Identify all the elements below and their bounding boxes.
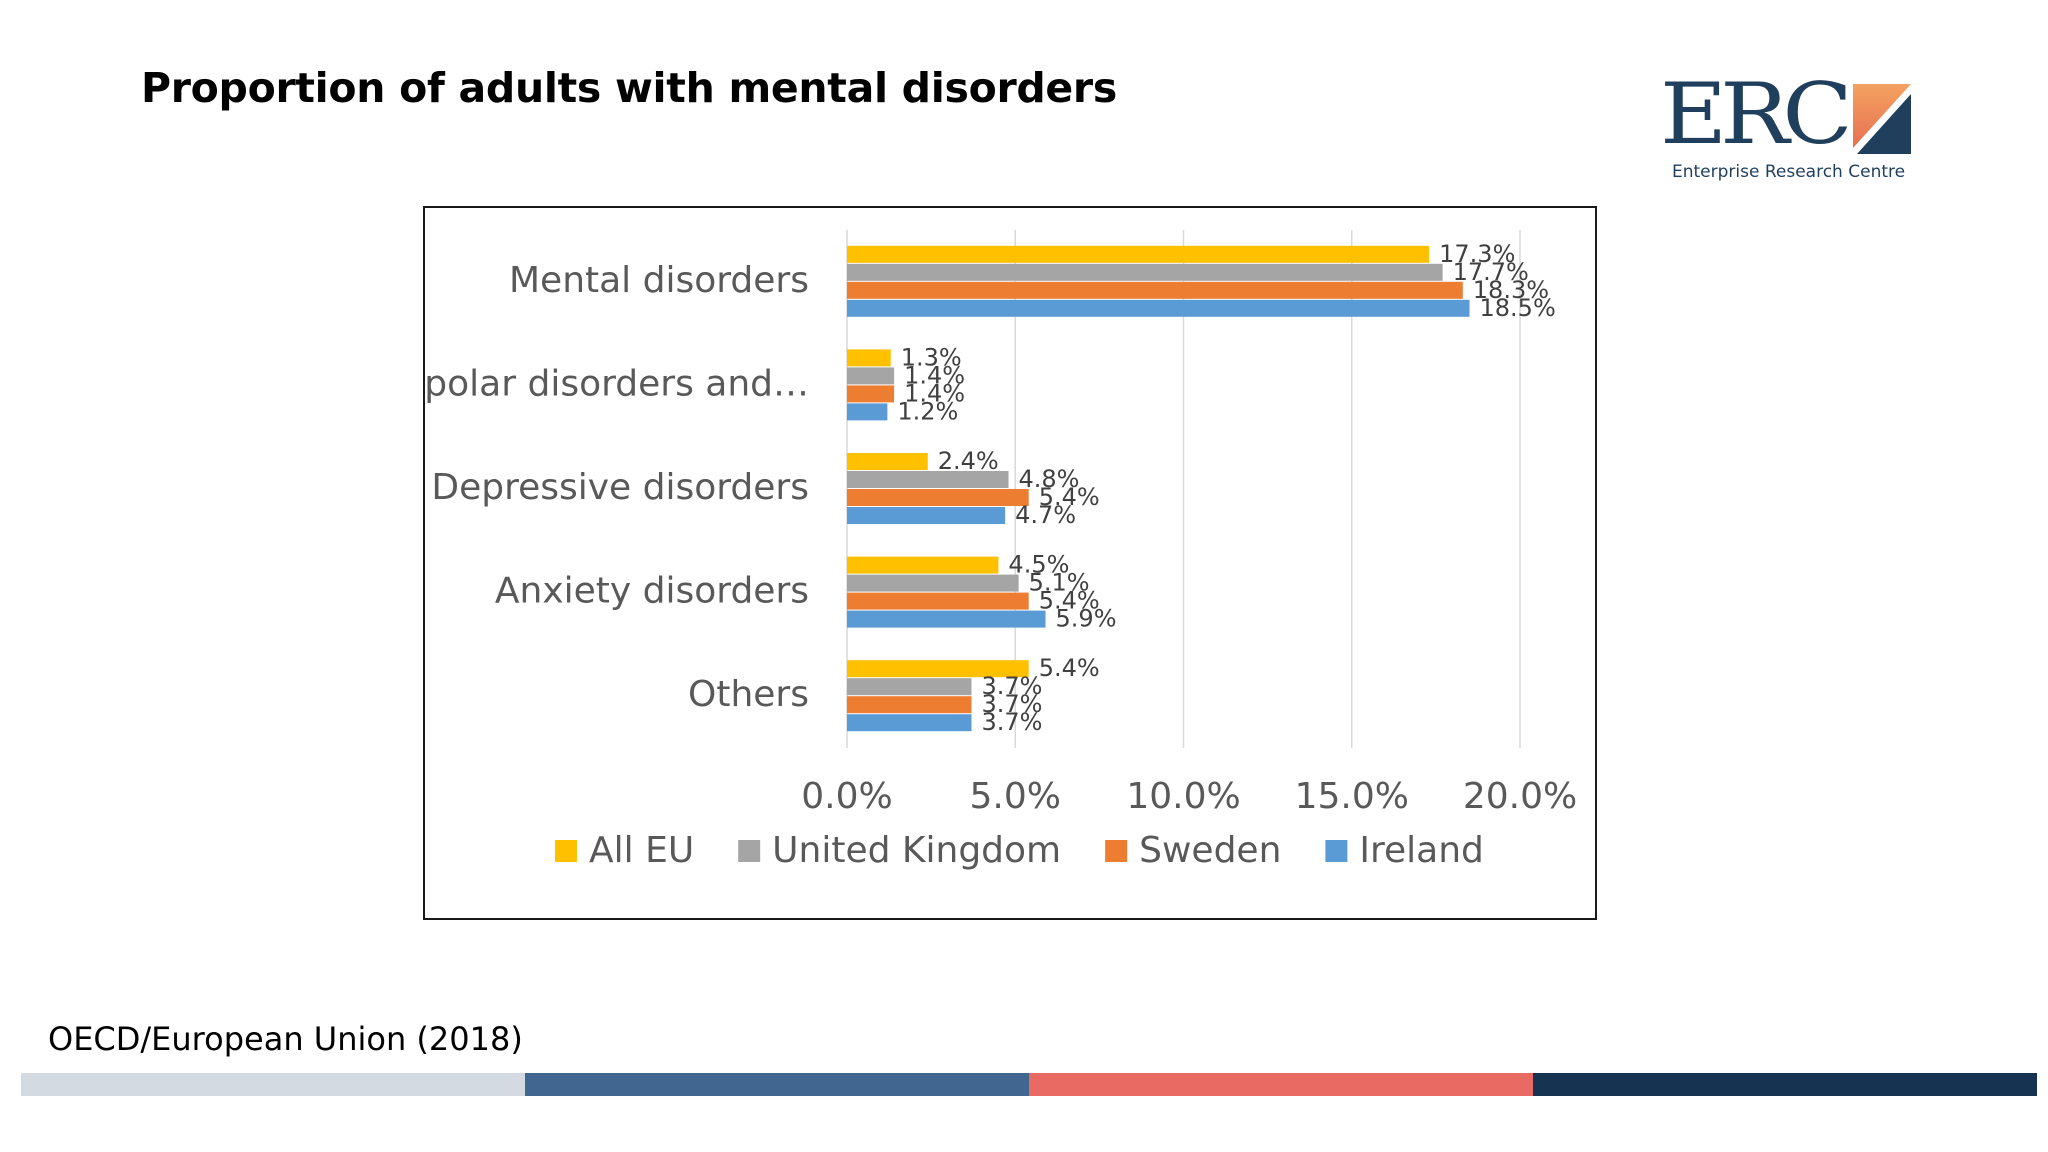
data-label: 5.4% <box>1039 654 1100 682</box>
bar <box>847 574 1019 592</box>
slide-title: Proportion of adults with mental disorde… <box>141 64 1117 112</box>
data-label: 5.1% <box>1029 569 1090 597</box>
category-label: Depressive disorders <box>431 467 809 508</box>
bar <box>847 245 1430 263</box>
data-label: 4.8% <box>1019 465 1080 493</box>
category-label: Others <box>688 674 809 715</box>
bar <box>847 453 928 470</box>
bar <box>847 349 891 367</box>
legend-label: All EU <box>589 830 694 871</box>
footer-segment-1 <box>21 1073 525 1096</box>
legend-swatch <box>1105 840 1128 862</box>
bar <box>847 610 1046 628</box>
x-tick-label: 10.0% <box>1126 776 1240 817</box>
bar <box>847 263 1443 281</box>
bar <box>847 678 972 696</box>
x-tick-label: 5.0% <box>970 776 1061 817</box>
data-label: 5.4% <box>1039 587 1100 615</box>
logo-subtitle: Enterprise Research Centre <box>1672 162 1906 182</box>
bar <box>847 696 972 714</box>
data-label: 3.7% <box>982 672 1043 700</box>
bar <box>847 556 999 574</box>
data-label: 18.3% <box>1473 276 1549 304</box>
data-label: 1.4% <box>904 361 965 389</box>
bar <box>847 299 1470 317</box>
data-label: 18.5% <box>1480 294 1556 322</box>
bar <box>847 281 1463 299</box>
data-label: 1.3% <box>901 343 962 371</box>
x-tick-label: 20.0% <box>1463 776 1577 817</box>
x-tick-label: 15.0% <box>1295 776 1409 817</box>
footer-segment-3 <box>1029 1073 1533 1096</box>
category-label: Bipolar disorders and… <box>425 363 809 404</box>
chart-frame: Mental disorders 17.3% 17.7% 18.3% 18.5% Bipo… <box>423 206 1597 920</box>
data-label: 4.5% <box>1008 551 1069 579</box>
data-label: 5.4% <box>1039 483 1100 511</box>
data-label: 5.9% <box>1056 605 1117 633</box>
source-citation: OECD/European Union (2018) <box>48 1020 523 1058</box>
data-label: 2.4% <box>938 447 999 475</box>
legend-swatch <box>555 840 577 862</box>
bar <box>847 592 1029 610</box>
footer-segment-2 <box>525 1073 1029 1096</box>
data-label: 1.4% <box>904 379 965 407</box>
data-label: 3.7% <box>982 690 1043 718</box>
x-tick-label: 0.0% <box>801 776 892 817</box>
logo-letters: ERC <box>1660 64 1853 164</box>
data-label: 17.7% <box>1453 258 1529 286</box>
footer-color-bar <box>21 1073 2037 1096</box>
bar <box>847 714 972 732</box>
bar <box>847 367 895 385</box>
data-label: 3.7% <box>982 708 1043 736</box>
logo-mark-icon <box>1853 84 1911 154</box>
bar-chart: Mental disorders 17.3%17.7%18.3%18.5% Bipo… <box>425 230 1577 871</box>
erc-logo: ERC Enterprise Research Centre <box>1660 72 1920 192</box>
legend-label: Sweden <box>1139 830 1281 871</box>
bar <box>847 385 895 403</box>
bar <box>847 507 1006 524</box>
category-label: Mental disorders <box>509 260 809 301</box>
data-label: 4.7% <box>1015 501 1076 529</box>
legend-swatch <box>738 840 761 862</box>
legend-swatch <box>1325 840 1348 862</box>
category-label: Anxiety disorders <box>495 571 809 612</box>
bar <box>847 403 888 421</box>
bar <box>847 489 1029 506</box>
legend-label: Ireland <box>1359 830 1484 871</box>
bar <box>847 471 1009 488</box>
data-label: 17.3% <box>1439 240 1515 268</box>
footer-segment-4 <box>1533 1073 2037 1096</box>
legend-label: United Kingdom <box>772 830 1061 871</box>
data-label: 1.2% <box>897 397 958 425</box>
bar <box>847 660 1029 678</box>
